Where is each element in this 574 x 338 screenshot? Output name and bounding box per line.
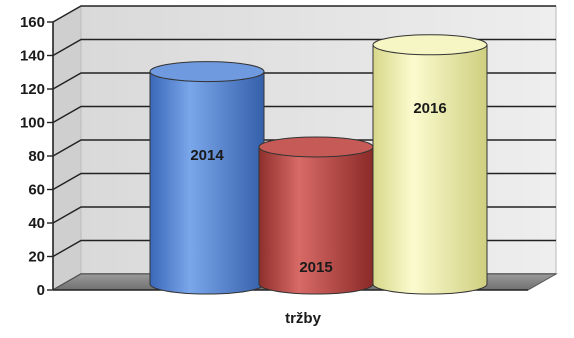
y-axis: 0 20 40 60 80 100 120 140 160	[20, 14, 54, 299]
y-tick-label: 160	[20, 14, 45, 31]
bar-top	[258, 136, 374, 158]
bar-2014	[149, 61, 265, 295]
y-tick-label: 140	[20, 48, 45, 65]
y-tick-label: 120	[20, 81, 45, 98]
y-tick-label: 40	[28, 215, 45, 232]
bar-body	[372, 44, 488, 295]
bar-label-2016: 2016	[413, 100, 446, 117]
bar-2016	[372, 34, 488, 295]
bar-body	[258, 146, 374, 295]
bar-label-2014: 2014	[190, 147, 224, 164]
y-tick-label: 20	[28, 249, 45, 266]
bar-labels: 2014 2015 2016	[190, 100, 446, 276]
gridline	[52, 5, 556, 23]
y-tick-label: 100	[20, 115, 45, 132]
y-tick-label: 60	[28, 182, 45, 199]
x-axis-label: tržby	[285, 310, 321, 327]
y-tick-label: 0	[37, 282, 45, 299]
bar-label-2015: 2015	[299, 259, 332, 276]
bar-body	[149, 71, 265, 295]
bar-top	[149, 61, 265, 83]
bar-2015	[258, 136, 374, 295]
bars	[149, 34, 488, 295]
bar-top	[372, 34, 488, 56]
y-tick-label: 80	[28, 148, 45, 165]
